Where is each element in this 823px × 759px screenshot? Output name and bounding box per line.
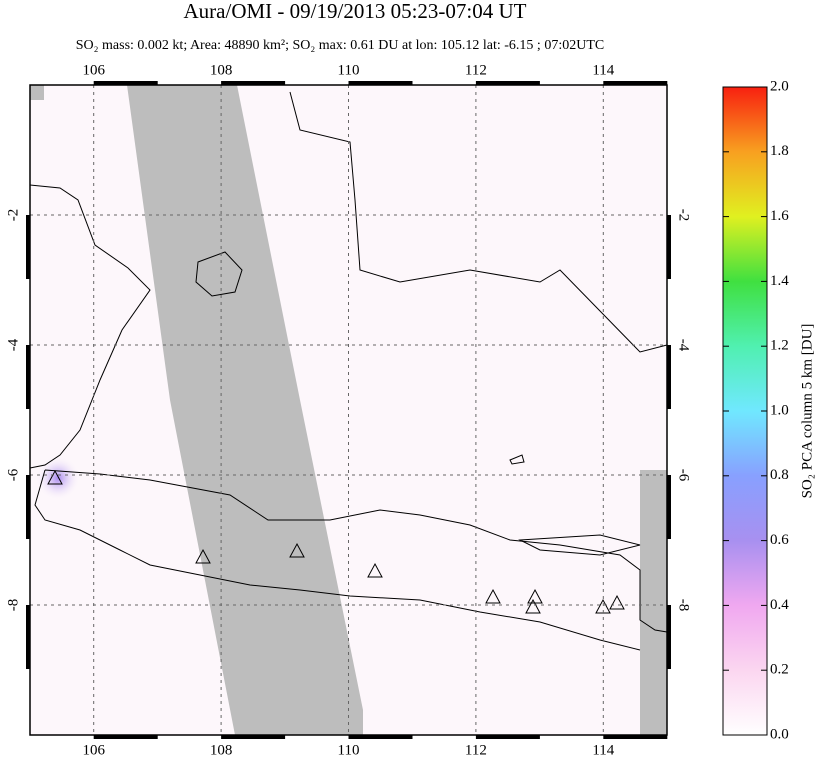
colorbar-tick-label: 0.0 xyxy=(770,726,789,742)
map-frame xyxy=(29,84,668,736)
subtitle: SO₂ mass: 0.002 kt; Area: 48890 km²; SO₂… xyxy=(76,38,604,53)
y-tick-label: -8 xyxy=(676,599,692,612)
coastline xyxy=(195,251,243,297)
colorbar-tick-label: 2.0 xyxy=(770,78,789,94)
volcano xyxy=(289,542,305,558)
tick-mark xyxy=(475,735,540,739)
coastline xyxy=(34,469,668,651)
volcanoes xyxy=(47,469,625,614)
x-tick-label: 112 xyxy=(465,742,487,758)
tick-mark xyxy=(348,735,413,739)
colorbar-tick-label: 1.0 xyxy=(770,402,789,418)
no-data-swath xyxy=(127,85,363,735)
colorbar-tick-label: 1.6 xyxy=(770,208,789,224)
volcano xyxy=(485,588,501,604)
x-tick-label: 106 xyxy=(82,742,105,758)
colorbar-tick-label: 1.2 xyxy=(770,338,789,354)
volcano xyxy=(47,469,63,485)
title: Aura/OMI - 09/19/2013 05:23-07:04 UT xyxy=(184,0,527,23)
tick-mark xyxy=(667,345,671,409)
tick-mark xyxy=(93,735,158,739)
y-tick-label: -6 xyxy=(676,469,692,482)
volcano xyxy=(609,594,625,610)
colorbar xyxy=(722,86,768,736)
volcano xyxy=(195,548,211,564)
tick-mark xyxy=(667,215,671,279)
coastline xyxy=(518,534,641,556)
tick-mark xyxy=(221,735,286,739)
x-tick-label: 106 xyxy=(82,62,105,78)
tick-mark xyxy=(348,81,413,85)
tick-mark xyxy=(26,345,30,409)
x-tick-label: 114 xyxy=(592,62,614,78)
volcano xyxy=(525,598,541,614)
tick-mark xyxy=(603,735,668,739)
tick-mark xyxy=(667,605,671,669)
colorbar-label: SO₂ PCA column 5 km [DU] xyxy=(799,324,815,499)
y-tick-label: -6 xyxy=(5,468,21,481)
x-tick-label: 110 xyxy=(338,62,360,78)
coastline xyxy=(29,184,151,469)
coastline xyxy=(289,91,668,353)
tick-mark xyxy=(26,215,30,279)
tick-mark xyxy=(603,81,668,85)
y-tick-label: -2 xyxy=(676,209,692,222)
so2-signal xyxy=(36,456,80,500)
tick-mark xyxy=(26,605,30,669)
colorbar-tick-label: 0.2 xyxy=(770,662,789,678)
y-tick-label: -8 xyxy=(5,599,21,612)
no-data-swath xyxy=(30,85,44,100)
coastline xyxy=(509,454,525,465)
y-tick-label: -2 xyxy=(5,209,21,222)
volcano xyxy=(367,562,383,578)
tick-mark xyxy=(475,81,540,85)
tick-mark xyxy=(26,475,30,539)
y-tick-label: -4 xyxy=(676,339,692,352)
colorbar-tick-label: 1.4 xyxy=(770,273,789,289)
x-tick-label: 112 xyxy=(465,62,487,78)
no-data-swath xyxy=(640,470,667,735)
colorbar-tick-label: 1.8 xyxy=(770,143,789,159)
tick-mark xyxy=(667,475,671,539)
x-tick-label: 114 xyxy=(592,742,614,758)
colorbar-tick-label: 0.4 xyxy=(770,597,789,613)
colorbar-tick-label: 0.8 xyxy=(770,467,789,483)
colorbar-tick-label: 0.6 xyxy=(770,532,789,548)
x-tick-label: 110 xyxy=(338,742,360,758)
tick-mark xyxy=(221,81,286,85)
y-tick-label: -4 xyxy=(5,338,21,351)
x-tick-label: 108 xyxy=(210,742,233,758)
x-tick-label: 108 xyxy=(210,62,233,78)
tick-mark xyxy=(93,81,158,85)
